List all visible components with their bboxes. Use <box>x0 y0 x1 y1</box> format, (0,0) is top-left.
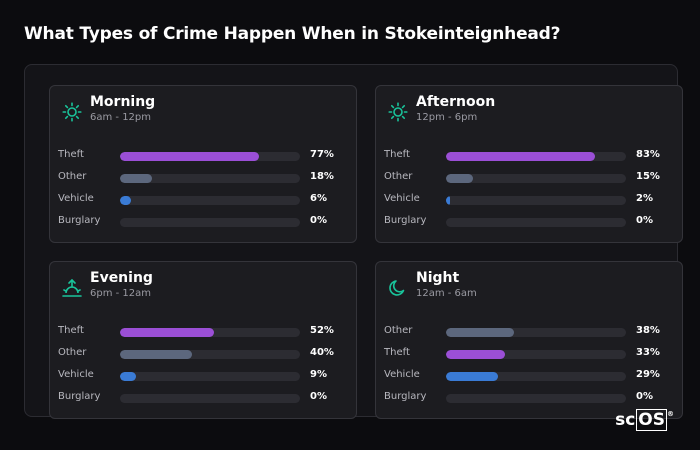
category-label: Other <box>58 347 87 358</box>
bar-track <box>120 174 300 183</box>
bar-vehicle <box>446 196 450 205</box>
card-title: Afternoon <box>416 94 496 110</box>
scos-logo: sc OS ® <box>615 409 674 431</box>
category-label: Theft <box>384 149 410 160</box>
card-title: Morning <box>90 94 156 110</box>
bar-track <box>446 218 626 227</box>
page-title: What Types of Crime Happen When in Stoke… <box>24 24 561 44</box>
bar-track <box>120 218 300 227</box>
value-label: 40% <box>310 347 334 358</box>
category-label: Burglary <box>58 215 101 226</box>
bar-vehicle <box>446 372 499 381</box>
category-label: Other <box>384 325 413 336</box>
bar-row-burglary: Burglary 0% <box>58 390 348 404</box>
category-label: Vehicle <box>384 369 420 380</box>
bar-row-theft: Theft 33% <box>384 346 674 360</box>
value-label: 6% <box>310 193 327 204</box>
bar-track <box>446 152 626 161</box>
card-title: Night <box>416 270 460 286</box>
bar-vehicle <box>120 196 131 205</box>
card-time-range: 6pm - 12am <box>90 288 152 299</box>
bar-track <box>120 394 300 403</box>
card-afternoon: Afternoon 12pm - 6pm Theft 83% Other 15% Vehic… <box>375 85 683 243</box>
value-label: 18% <box>310 171 334 182</box>
category-label: Burglary <box>384 215 427 226</box>
bar-track <box>446 328 626 337</box>
card-time-range: 6am - 12pm <box>90 112 152 123</box>
value-label: 0% <box>636 391 653 402</box>
bar-row-burglary: Burglary 0% <box>58 214 348 228</box>
bar-row-other: Other 38% <box>384 324 674 338</box>
logo-boxed: OS <box>636 409 667 431</box>
category-label: Other <box>384 171 413 182</box>
bar-row-theft: Theft 77% <box>58 148 348 162</box>
bar-theft <box>120 152 259 161</box>
value-label: 0% <box>636 215 653 226</box>
bar-track <box>120 152 300 161</box>
value-label: 33% <box>636 347 660 358</box>
bar-row-vehicle: Vehicle 2% <box>384 192 674 206</box>
category-label: Theft <box>58 149 84 160</box>
bar-theft <box>446 350 506 359</box>
bar-vehicle <box>120 372 137 381</box>
value-label: 0% <box>310 391 327 402</box>
card-title: Evening <box>90 270 153 286</box>
card-evening: Evening 6pm - 12am Theft 52% Other 40% Vehicle… <box>49 261 357 419</box>
value-label: 9% <box>310 369 327 380</box>
category-label: Theft <box>384 347 410 358</box>
category-label: Theft <box>58 325 84 336</box>
bar-row-burglary: Burglary 0% <box>384 214 674 228</box>
category-label: Vehicle <box>58 193 94 204</box>
category-label: Vehicle <box>384 193 420 204</box>
bar-row-other: Other 18% <box>58 170 348 184</box>
bar-other <box>446 174 473 183</box>
value-label: 83% <box>636 149 660 160</box>
bar-track <box>446 372 626 381</box>
bar-row-theft: Theft 52% <box>58 324 348 338</box>
bar-track <box>446 350 626 359</box>
category-label: Vehicle <box>58 369 94 380</box>
sun-icon <box>62 102 82 122</box>
value-label: 52% <box>310 325 334 336</box>
value-label: 15% <box>636 171 660 182</box>
bar-row-vehicle: Vehicle 29% <box>384 368 674 382</box>
bar-track <box>120 372 300 381</box>
card-time-range: 12am - 6am <box>416 288 477 299</box>
bar-row-other: Other 15% <box>384 170 674 184</box>
bar-track <box>446 394 626 403</box>
value-label: 0% <box>310 215 327 226</box>
bar-other <box>120 350 192 359</box>
bar-theft <box>446 152 596 161</box>
value-label: 29% <box>636 369 660 380</box>
card-night: Night 12am - 6am Other 38% Theft 33% Vehicle 29… <box>375 261 683 419</box>
category-label: Burglary <box>58 391 101 402</box>
sunset-icon <box>62 278 82 298</box>
logo-prefix: sc <box>615 410 636 430</box>
bar-other <box>446 328 515 337</box>
bar-track <box>120 196 300 205</box>
value-label: 2% <box>636 193 653 204</box>
bar-row-vehicle: Vehicle 9% <box>58 368 348 382</box>
bar-row-theft: Theft 83% <box>384 148 674 162</box>
bar-row-other: Other 40% <box>58 346 348 360</box>
card-morning: Morning 6am - 12pm Theft 77% Other 18% Vehicle… <box>49 85 357 243</box>
bar-row-vehicle: Vehicle 6% <box>58 192 348 206</box>
card-time-range: 12pm - 6pm <box>416 112 478 123</box>
bar-theft <box>120 328 214 337</box>
bar-other <box>120 174 153 183</box>
sun-icon <box>388 102 408 122</box>
bar-track <box>446 174 626 183</box>
value-label: 38% <box>636 325 660 336</box>
logo-mark: ® <box>667 410 674 418</box>
bar-track <box>120 350 300 359</box>
moon-icon <box>388 278 408 298</box>
bar-track <box>120 328 300 337</box>
category-label: Burglary <box>384 391 427 402</box>
bar-track <box>446 196 626 205</box>
bar-row-burglary: Burglary 0% <box>384 390 674 404</box>
value-label: 77% <box>310 149 334 160</box>
category-label: Other <box>58 171 87 182</box>
